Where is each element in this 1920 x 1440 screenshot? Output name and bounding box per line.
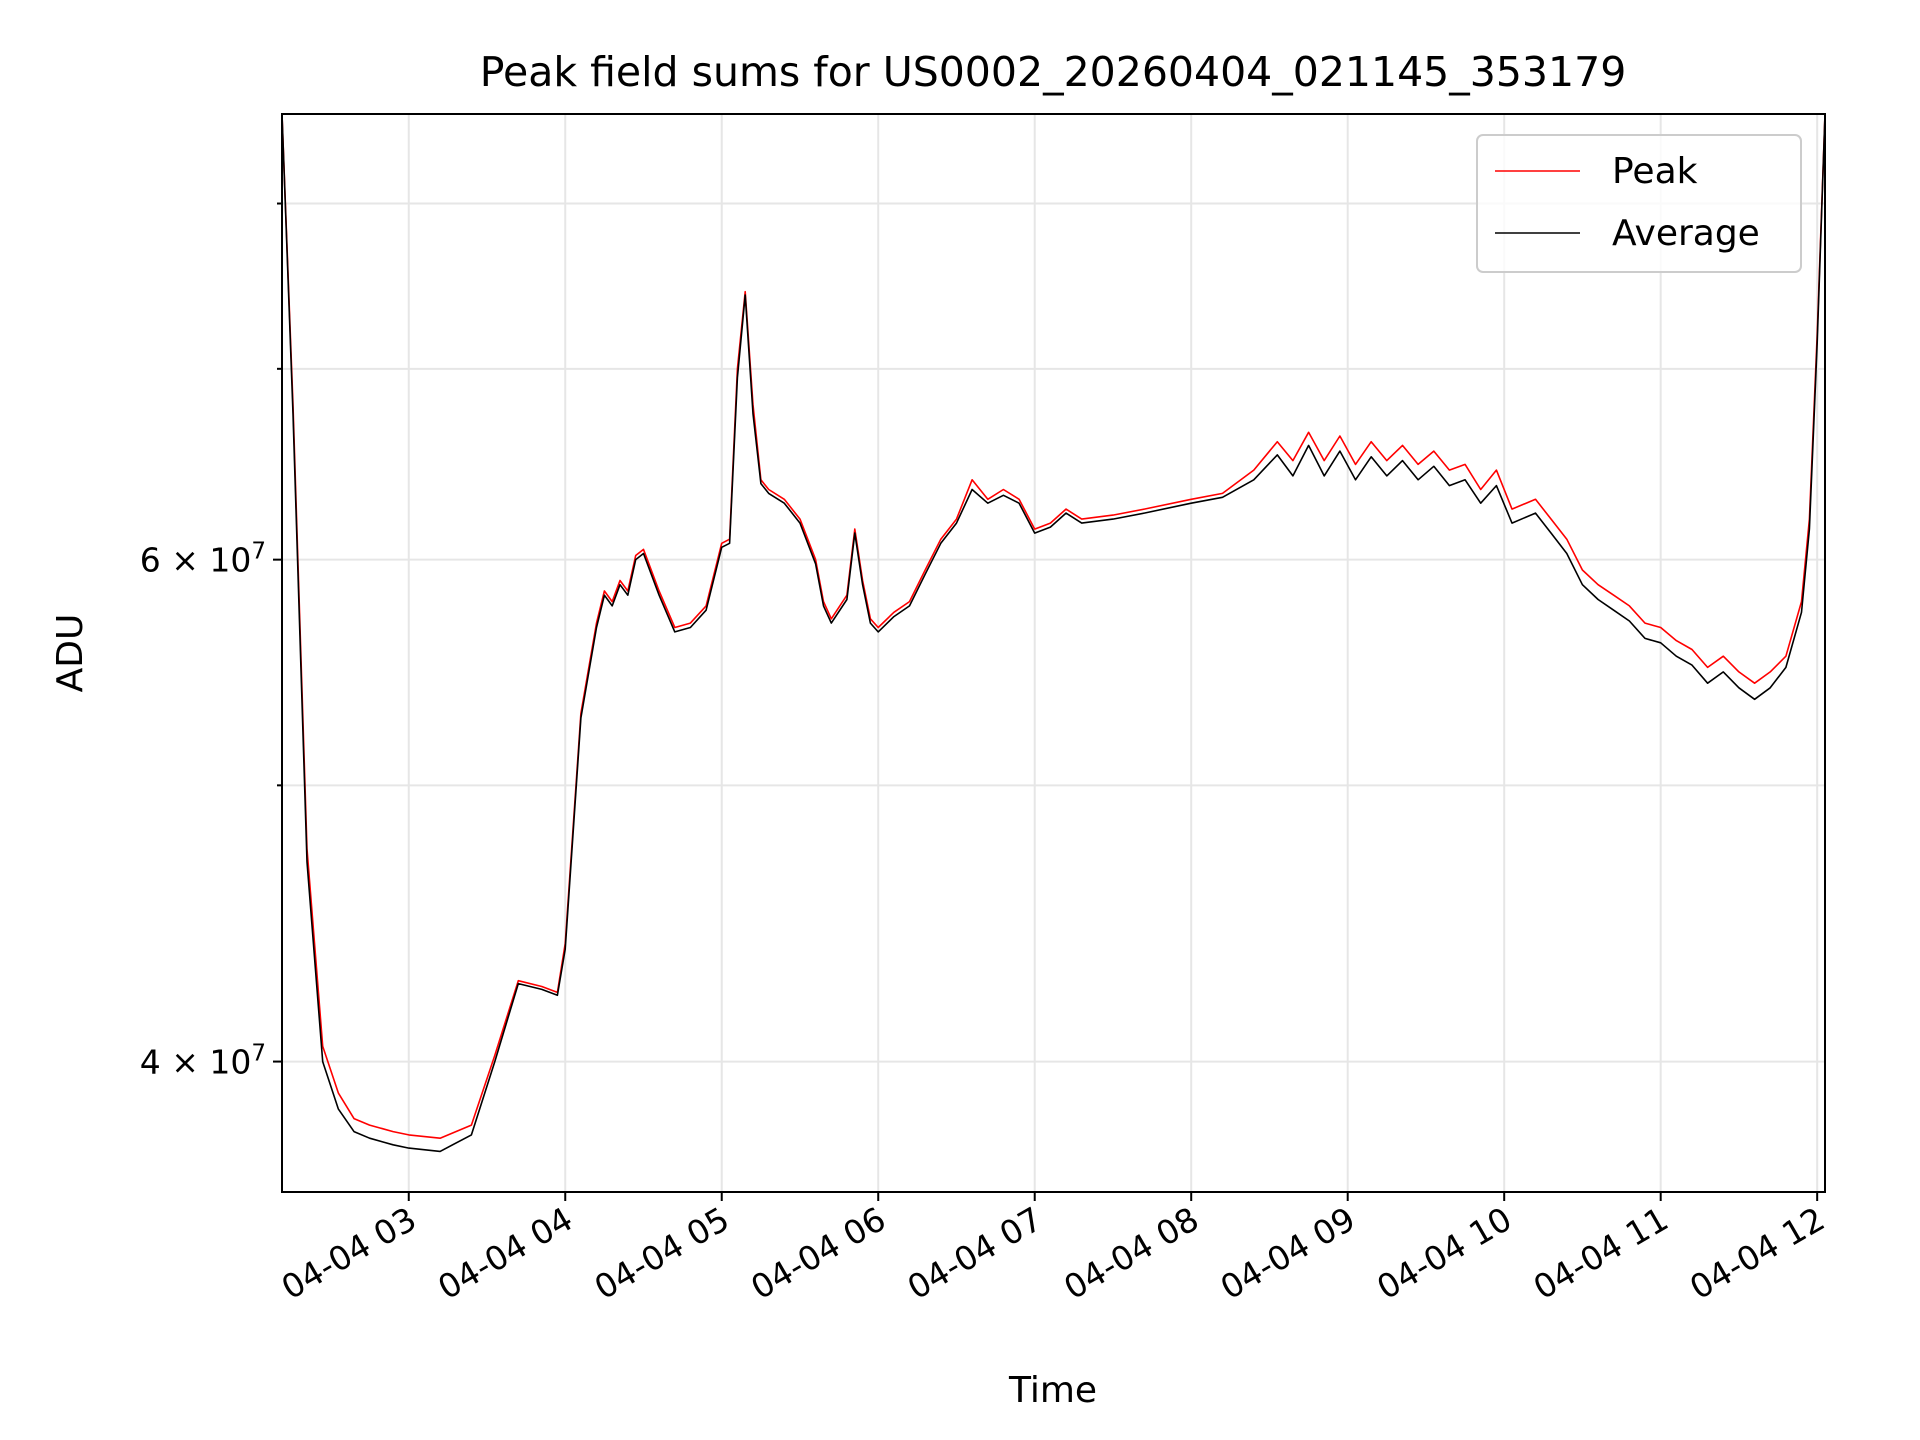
plot-series (281, 113, 1826, 1153)
chart-title: Peak field sums for US0002_20260404_0211… (480, 48, 1627, 96)
series-line-average (281, 113, 1826, 1153)
legend: Peak Average (1476, 134, 1802, 273)
legend-box (1476, 134, 1802, 273)
y-tick-label: 6 × 107 (140, 539, 266, 580)
grid (282, 114, 1825, 1192)
plot-frame (281, 113, 1826, 1193)
legend-label-average: Average (1612, 213, 1760, 254)
x-axis-label: Time (1008, 1370, 1097, 1411)
legend-label-peak: Peak (1612, 151, 1698, 192)
y-axis-label: ADU (50, 614, 91, 693)
y-tick-label: 4 × 107 (140, 1041, 266, 1082)
